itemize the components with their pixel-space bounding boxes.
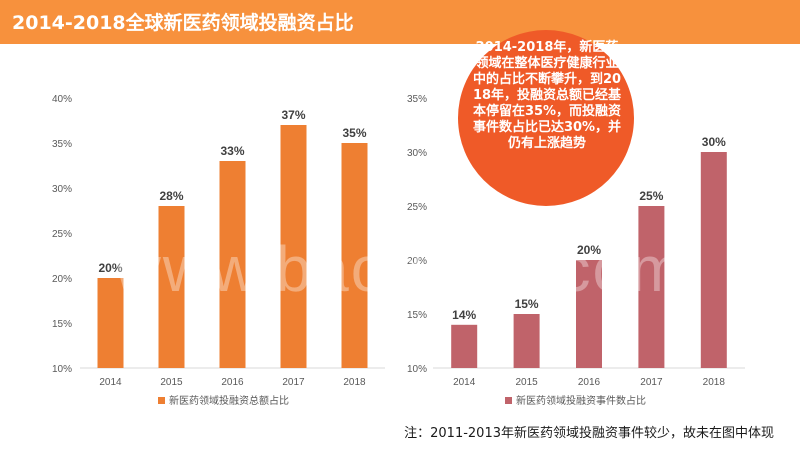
right-bar (451, 324, 478, 368)
right-bar (576, 260, 602, 368)
right-x-tick-label: 2017 (640, 377, 663, 388)
title-bar: 2014-2018全球新医药领域投融资占比 (0, 0, 800, 44)
left-x-tick-label: 2016 (221, 377, 244, 388)
callout-text: 2014-2018年，新医药领域在整体医疗健康行业中的占比不断攀升，到2018年… (472, 40, 622, 151)
left-legend-swatch (158, 397, 165, 404)
left-data-label: 28% (159, 189, 183, 203)
left-data-label: 20% (98, 261, 122, 275)
right-x-tick-label: 2014 (453, 377, 476, 388)
left-y-tick-label: 30% (52, 184, 72, 195)
right-y-tick-label: 20% (407, 256, 427, 267)
page-title: 2014-2018全球新医药领域投融资占比 (12, 12, 354, 34)
left-data-label: 35% (342, 126, 366, 140)
left-x-tick-label: 2015 (160, 377, 183, 388)
right-legend-swatch (505, 397, 512, 404)
right-y-tick-label: 30% (407, 148, 427, 159)
right-x-tick-label: 2015 (515, 377, 538, 388)
left-bar (158, 206, 185, 368)
right-y-tick-label: 15% (407, 310, 427, 321)
right-bar (513, 314, 540, 368)
right-legend-label: 新医药领域投融资事件数占比 (516, 394, 646, 407)
right-data-label: 25% (639, 189, 663, 203)
left-y-tick-label: 40% (52, 94, 72, 105)
left-y-tick-label: 20% (52, 274, 72, 285)
right-data-label: 14% (452, 308, 476, 322)
left-x-tick-label: 2014 (99, 377, 122, 388)
left-x-tick-label: 2017 (282, 377, 305, 388)
left-bar (280, 125, 307, 368)
left-y-tick-label: 15% (52, 319, 72, 330)
left-legend-label: 新医药领域投融资总额占比 (169, 394, 289, 407)
left-y-tick-label: 10% (52, 364, 72, 375)
left-data-label: 33% (220, 144, 244, 158)
left-x-tick-label: 2018 (343, 377, 366, 388)
left-y-tick-label: 25% (52, 229, 72, 240)
right-bar (700, 152, 727, 368)
right-data-label: 20% (577, 243, 601, 257)
watermark: www.baogao8.com (114, 233, 686, 305)
left-y-tick-label: 35% (52, 139, 72, 150)
left-data-label: 37% (281, 108, 305, 122)
footnote: 注：2011-2013年新医药领域投融资事件较少，故未在图中体现 (404, 426, 774, 441)
right-data-label: 15% (515, 297, 539, 311)
right-y-tick-label: 10% (407, 364, 427, 375)
right-bar (638, 206, 665, 368)
right-y-tick-label: 35% (407, 94, 427, 105)
callout-circle (458, 30, 634, 206)
left-bar (97, 278, 124, 368)
left-bar (219, 161, 246, 368)
right-x-tick-label: 2018 (703, 377, 726, 388)
right-x-tick-label: 2016 (578, 377, 601, 388)
right-data-label: 30% (702, 135, 726, 149)
right-y-tick-label: 25% (407, 202, 427, 213)
left-bar (341, 143, 368, 368)
